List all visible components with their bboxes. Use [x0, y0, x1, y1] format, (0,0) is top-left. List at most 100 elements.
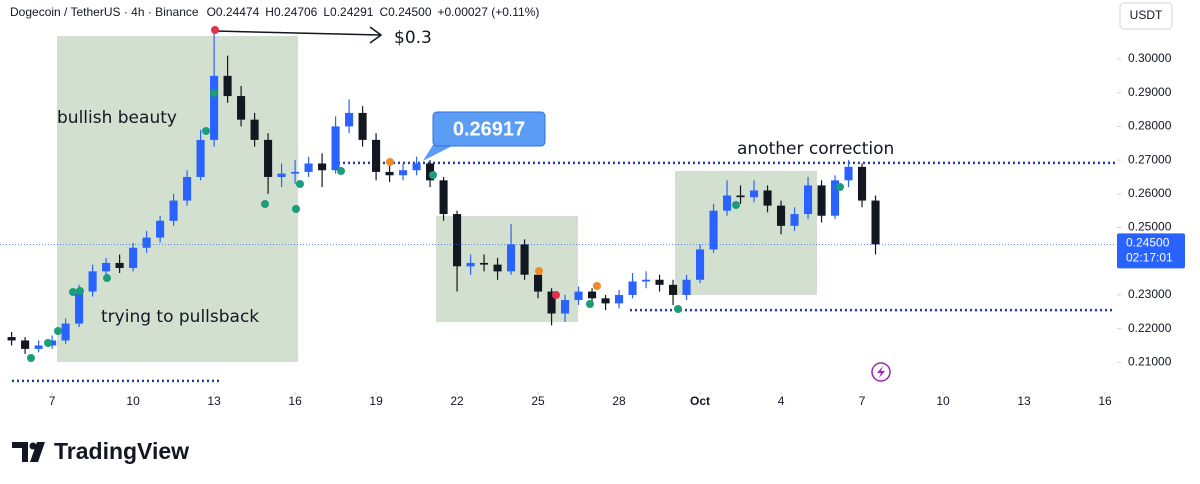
candle-body: [102, 262, 111, 272]
candle-body: [669, 284, 678, 295]
candle-body: [709, 210, 718, 250]
candle-body: [493, 264, 502, 272]
candle-body: [34, 345, 43, 349]
signal-dot: [552, 291, 560, 299]
alert-icon[interactable]: [871, 362, 891, 382]
x-tick-label: 16: [1098, 394, 1112, 408]
x-tick-label: 4: [778, 394, 785, 408]
annotation: bullish beauty: [57, 108, 177, 128]
candle-body: [453, 214, 462, 267]
candle-body: [412, 163, 421, 171]
candle-body: [790, 214, 799, 226]
signal-dot: [44, 339, 52, 347]
candle-body: [358, 112, 367, 140]
candle-body: [722, 195, 732, 211]
signal-dot: [292, 205, 300, 213]
signal-dot: [535, 267, 543, 275]
signal-dot: [69, 288, 77, 296]
ohlc-value: 0.24500: [388, 5, 432, 19]
candle-body: [210, 75, 219, 140]
signal-dot: [674, 305, 682, 313]
signal-dot: [836, 183, 844, 191]
candle-body: [345, 112, 354, 127]
candle-body: [547, 291, 556, 314]
signal-dots: [27, 26, 844, 362]
candle-body: [399, 170, 408, 176]
annotation: another correction: [737, 139, 894, 159]
candle-body: [480, 262, 489, 265]
candle-body: [830, 180, 840, 216]
candle-body: [385, 171, 394, 176]
candle-body: [763, 190, 772, 206]
candle-body: [655, 279, 664, 285]
candle-body: [331, 126, 340, 171]
x-tick-label: 28: [612, 394, 626, 408]
y-tick-label: 0.23000: [1128, 287, 1172, 301]
candle-body: [574, 291, 583, 300]
countdown-label: 02:17:01: [1126, 251, 1173, 265]
unit-button[interactable]: [1119, 2, 1173, 30]
candle-body: [129, 247, 138, 268]
level-callout-label: 0.26917: [453, 118, 525, 140]
signal-dot: [211, 26, 219, 34]
candle-body: [250, 119, 259, 140]
candle-body: [695, 249, 705, 280]
y-tick-label: 0.28000: [1128, 119, 1172, 133]
signal-dot: [337, 167, 345, 175]
candle-body: [61, 323, 70, 341]
candle-body: [803, 185, 813, 215]
x-tick-label: 10: [126, 394, 140, 408]
ohlc-value: 0.24474: [216, 5, 260, 19]
candle-body: [628, 281, 637, 295]
candle-body: [601, 298, 610, 304]
candle-body: [534, 274, 543, 292]
candle-body: [115, 262, 124, 268]
ohlc-key: C: [379, 5, 388, 19]
x-tick-label: 13: [207, 394, 221, 408]
signal-dot: [586, 300, 594, 308]
candle-body: [169, 200, 178, 221]
signal-dot: [593, 282, 601, 290]
signal-dot: [103, 274, 111, 282]
last-price-box: [1117, 233, 1185, 269]
y-tick-label: 0.27000: [1128, 152, 1172, 166]
signal-dot: [202, 127, 210, 135]
candle-body: [507, 244, 516, 272]
brand-name: TradingView: [54, 438, 189, 464]
signal-dot: [386, 158, 394, 166]
candle-body: [817, 185, 826, 216]
x-tick-label: 25: [531, 394, 545, 408]
brand-logo-dot: [29, 442, 37, 450]
x-tick-label: 16: [288, 394, 302, 408]
candle-body: [520, 244, 529, 275]
candle-body: [439, 180, 448, 215]
signal-dot: [261, 200, 269, 208]
x-tick-label: 7: [49, 394, 56, 408]
level-callout: [432, 111, 546, 147]
x-tick-label: 7: [859, 394, 866, 408]
symbol-title: Dogecoin / TetherUS · 4h · Binance: [10, 5, 199, 19]
ohlc-value: 0.24706: [274, 5, 318, 19]
candle-body: [372, 139, 381, 172]
candle-body: [48, 340, 57, 346]
candle-body: [183, 176, 192, 201]
candle-body: [857, 166, 867, 201]
candle-body: [88, 271, 97, 292]
candle-body: [561, 300, 570, 314]
unit-label[interactable]: USDT: [1130, 8, 1163, 22]
last-price-label: 0.24500: [1126, 236, 1170, 250]
y-tick-label: 0.25000: [1128, 220, 1172, 234]
annotation: trying to pullsback: [101, 307, 259, 327]
candle-body: [196, 139, 205, 177]
candle-body: [264, 139, 273, 177]
alert-icon-bolt: [877, 366, 885, 378]
candle-body: [426, 163, 435, 181]
candle-body: [223, 75, 232, 97]
signal-dot: [732, 201, 740, 209]
x-tick-label: Oct: [690, 394, 710, 408]
y-tick-label: 0.26000: [1128, 186, 1172, 200]
candle-body: [7, 337, 16, 341]
candle-body: [156, 220, 165, 238]
candle-body: [75, 291, 84, 324]
